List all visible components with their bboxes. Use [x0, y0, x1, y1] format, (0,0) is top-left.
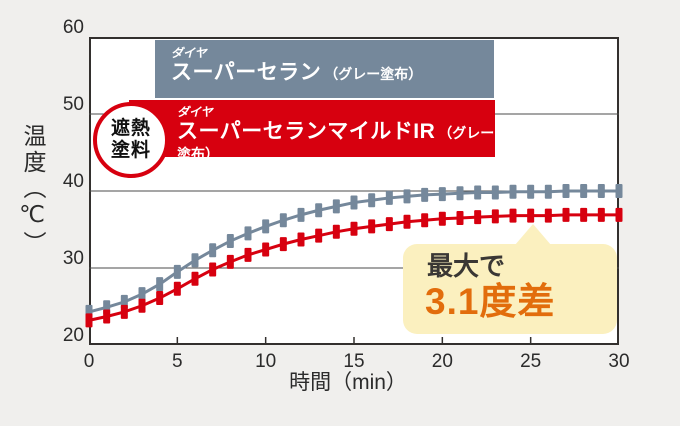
product-note: （グレー塗布）: [324, 66, 423, 83]
x-tick-label: 5: [172, 351, 183, 372]
y-tick-label: 20: [62, 325, 84, 346]
badge-text-line1: 遮熱: [110, 118, 151, 140]
y-axis-title: 温度（℃）: [20, 124, 46, 257]
x-tick-label: 30: [608, 351, 630, 372]
x-tick-label: 20: [431, 351, 453, 372]
brand-logo-text: ダイヤ: [177, 105, 213, 119]
x-tick-label: 25: [520, 351, 542, 372]
y-tick-label: 60: [62, 17, 84, 38]
x-tick-label: 10: [255, 351, 277, 372]
badge-text-line2: 塗料: [110, 140, 151, 161]
product-name: スーパーセランマイルドIR: [177, 120, 436, 144]
y-tick-label: 30: [62, 248, 84, 269]
callout-value: 3.1度差: [425, 280, 556, 322]
max-diff-callout: 最大で 3.1度差: [403, 224, 617, 334]
x-tick-label: 15: [343, 351, 365, 372]
product-note: （グレー塗布）: [177, 125, 495, 163]
y-tick-label: 40: [62, 171, 84, 192]
callout-tail: [515, 224, 551, 245]
callout-text: 最大で: [427, 251, 506, 281]
product-name: スーパーセラン: [171, 61, 322, 85]
legend-item-superceran-mild-ir: ダイヤ スーパーセランマイルドIR （グレー塗布）: [129, 100, 495, 162]
brand-logo-text: ダイヤ: [171, 46, 207, 60]
legend-item-superceran: ダイヤ スーパーセラン （グレー塗布）: [155, 40, 494, 98]
y-tick-label: 50: [62, 94, 84, 115]
x-tick-label: 0: [83, 351, 95, 372]
heat-shield-paint-badge: 遮熱 塗料: [93, 102, 169, 178]
x-axis-title: 時間（min）: [289, 371, 407, 394]
